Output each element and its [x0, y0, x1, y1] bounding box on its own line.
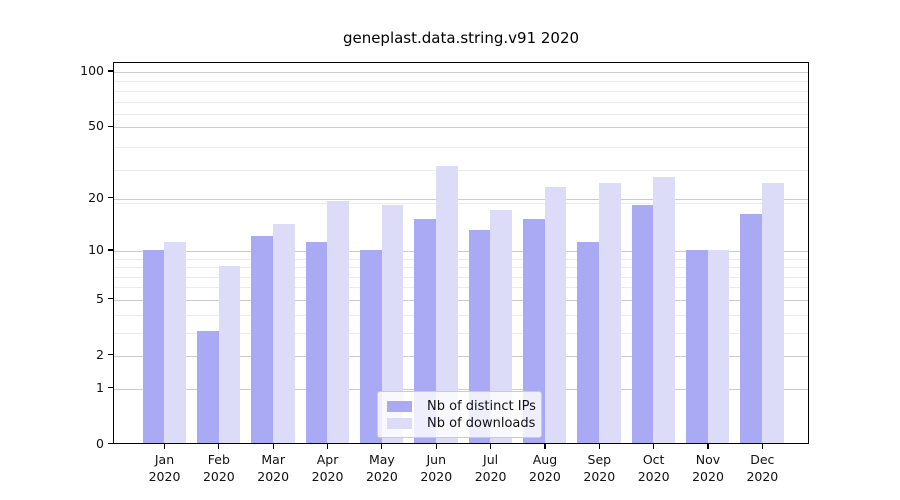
- gridline-minor: [114, 202, 808, 204]
- x-tick-mark: [163, 444, 166, 449]
- x-tick-mark: [272, 444, 274, 449]
- gridline-major: [114, 72, 808, 74]
- x-tick-label: Jul 2020: [474, 452, 507, 484]
- legend-label-downloads: Nb of downloads: [427, 415, 536, 431]
- gridline-minor: [114, 287, 808, 289]
- x-tick-mark: [435, 444, 437, 449]
- bar-downloads: [653, 177, 676, 443]
- bar-downloads: [435, 165, 458, 443]
- bar-distinct-ips: [686, 249, 708, 443]
- bar-downloads: [762, 183, 784, 443]
- y-tick-mark: [108, 354, 113, 356]
- y-tick-mark: [108, 386, 113, 389]
- gridline-minor: [114, 170, 808, 172]
- x-tick-mark: [707, 444, 709, 449]
- gridline-major: [114, 250, 808, 252]
- x-tick-mark: [653, 444, 655, 449]
- bar-distinct-ips: [196, 331, 219, 443]
- x-tick-label: Jan 2020: [148, 452, 181, 484]
- x-tick-mark: [381, 444, 383, 449]
- legend-label-distinct-ips: Nb of distinct IPs: [427, 398, 536, 414]
- x-tick-label: Nov 2020: [692, 452, 724, 484]
- bar-distinct-ips: [631, 205, 654, 443]
- gridline-minor: [114, 81, 808, 83]
- bar-downloads: [707, 249, 730, 443]
- bar-distinct-ips: [359, 249, 382, 443]
- y-tick-mark: [108, 249, 113, 251]
- y-tick-label: 50: [88, 118, 104, 134]
- legend-swatch-distinct-ips: [387, 400, 412, 412]
- x-tick-mark: [326, 444, 329, 449]
- x-tick-mark: [598, 444, 600, 449]
- bar-downloads: [599, 183, 621, 443]
- chart-title: geneplast.data.string.v91 2020: [342, 29, 580, 47]
- bar-downloads: [327, 201, 349, 443]
- gridline-minor: [114, 258, 808, 260]
- x-tick-mark: [544, 444, 546, 449]
- bar-downloads: [490, 209, 512, 443]
- y-tick-mark: [108, 125, 113, 127]
- bar-downloads: [381, 205, 404, 443]
- y-tick-mark: [108, 442, 113, 445]
- y-tick-mark: [108, 298, 113, 300]
- gridline-minor: [114, 276, 808, 278]
- legend-swatch-downloads: [387, 417, 412, 429]
- gridline-minor: [114, 146, 808, 148]
- x-tick-label: May 2020: [365, 452, 398, 484]
- x-tick-mark: [761, 444, 763, 449]
- bar-distinct-ips: [142, 249, 165, 443]
- y-tick-label: 20: [88, 189, 104, 205]
- x-tick-label: Oct 2020: [637, 452, 670, 484]
- bar-distinct-ips: [577, 242, 599, 443]
- x-tick-label: Dec 2020: [746, 452, 779, 484]
- x-tick-label: Apr 2020: [311, 452, 344, 484]
- plot-area: Nb of distinct IPs Nb of downloads: [113, 62, 809, 444]
- bar-downloads: [218, 265, 241, 443]
- gridline-minor: [114, 101, 808, 103]
- gridline-major: [114, 198, 808, 200]
- y-tick-label: 5: [96, 290, 104, 306]
- gridline-major: [114, 388, 808, 390]
- y-tick-label: 1: [96, 379, 104, 395]
- bar-downloads: [272, 224, 295, 443]
- gridline-minor: [114, 314, 808, 316]
- bar-downloads: [164, 242, 186, 443]
- x-tick-label: Aug 2020: [529, 452, 561, 484]
- y-tick-label: 0: [96, 435, 104, 451]
- bar-distinct-ips: [414, 219, 436, 443]
- bar-downloads: [544, 186, 567, 443]
- gridline-major: [114, 299, 808, 301]
- y-tick-label: 100: [80, 63, 104, 79]
- bar-distinct-ips: [251, 236, 273, 443]
- x-tick-mark: [218, 444, 220, 449]
- legend-item-downloads: Nb of downloads: [387, 415, 535, 431]
- gridline-minor: [114, 267, 808, 269]
- gridline-minor: [114, 90, 808, 92]
- y-tick-mark: [108, 197, 113, 199]
- gridline-major: [114, 127, 808, 129]
- y-tick-label: 10: [88, 241, 104, 257]
- x-tick-label: Jun 2020: [420, 452, 453, 484]
- x-tick-label: Feb 2020: [202, 452, 235, 484]
- gridline-minor: [114, 332, 808, 334]
- bar-distinct-ips: [305, 242, 328, 443]
- legend: Nb of distinct IPs Nb of downloads: [377, 391, 542, 438]
- y-tick-mark: [108, 70, 113, 72]
- x-tick-mark: [490, 444, 492, 449]
- bar-distinct-ips: [740, 214, 763, 443]
- y-tick-label: 2: [96, 346, 104, 362]
- x-tick-label: Mar 2020: [257, 452, 290, 484]
- bar-distinct-ips: [522, 219, 545, 443]
- x-tick-label: Sep 2020: [583, 452, 616, 484]
- legend-item-distinct-ips: Nb of distinct IPs: [387, 398, 536, 414]
- gridline-minor: [114, 114, 808, 116]
- bar-distinct-ips: [468, 230, 491, 443]
- gridline-major: [114, 355, 808, 357]
